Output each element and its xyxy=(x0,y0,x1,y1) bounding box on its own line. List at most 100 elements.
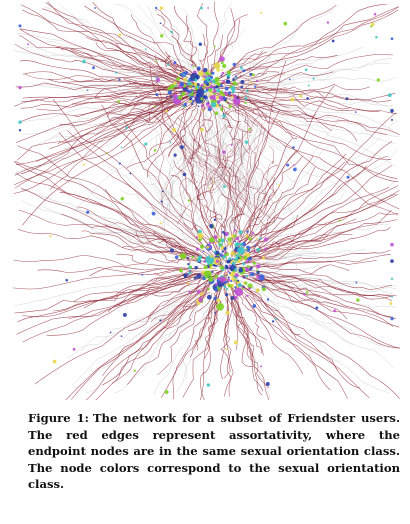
network-node xyxy=(223,247,227,251)
network-node xyxy=(225,348,228,351)
network-node xyxy=(160,200,163,203)
network-node xyxy=(159,222,162,225)
network-node xyxy=(390,242,394,247)
network-node xyxy=(240,85,244,89)
assortative-edge xyxy=(107,282,190,313)
assortative-edge xyxy=(206,115,261,187)
assortative-edge xyxy=(213,208,225,239)
network-node xyxy=(208,105,211,108)
network-node xyxy=(288,78,291,81)
assortative-edge xyxy=(228,293,264,392)
assortative-edge xyxy=(254,277,331,301)
network-node xyxy=(245,234,249,238)
assortative-edge xyxy=(232,234,328,266)
network-node xyxy=(191,83,194,86)
assortative-edge xyxy=(200,278,224,400)
assortative-edge xyxy=(240,260,377,268)
network-node xyxy=(215,86,218,89)
network-node xyxy=(122,312,127,317)
network-node xyxy=(370,25,373,28)
assortative-edge xyxy=(22,269,218,318)
network-node xyxy=(188,271,192,275)
network-node xyxy=(167,90,172,95)
other-edge xyxy=(219,102,279,144)
network-node xyxy=(249,72,253,76)
network-node xyxy=(180,90,182,93)
network-node xyxy=(286,163,290,167)
other-edge xyxy=(153,136,169,226)
network-node xyxy=(194,265,198,270)
other-edge xyxy=(120,189,199,245)
assortative-edge xyxy=(176,133,272,218)
network-node xyxy=(188,290,191,293)
assortative-edge xyxy=(20,89,178,109)
network-node xyxy=(220,61,224,65)
network-node xyxy=(18,128,22,132)
network-node xyxy=(194,258,197,261)
network-node xyxy=(252,73,255,77)
assortative-edge xyxy=(232,280,304,375)
network-node xyxy=(27,43,30,46)
assortative-edge xyxy=(223,92,240,254)
network-node xyxy=(225,310,230,315)
network-node xyxy=(315,306,319,310)
network-node xyxy=(252,261,256,265)
network-node xyxy=(216,302,225,311)
network-node xyxy=(189,99,193,103)
network-node xyxy=(174,255,179,260)
network-node xyxy=(159,6,164,10)
other-edge xyxy=(87,9,191,68)
network-node xyxy=(155,60,158,63)
assortative-edge xyxy=(233,294,262,354)
network-node xyxy=(179,252,187,260)
network-node xyxy=(207,288,210,291)
network-node xyxy=(260,11,263,14)
network-node xyxy=(391,295,393,298)
network-node xyxy=(193,276,197,280)
assortative-edge xyxy=(22,274,210,343)
network-node xyxy=(182,172,187,177)
network-node xyxy=(255,79,258,82)
network-node xyxy=(242,262,246,266)
assortative-edge xyxy=(164,270,223,329)
network-node xyxy=(183,106,186,108)
network-node xyxy=(217,95,219,98)
assortative-edge xyxy=(211,6,399,84)
network-node xyxy=(183,73,186,76)
assortative-edge xyxy=(241,153,347,250)
assortative-edge xyxy=(210,3,388,84)
network-node xyxy=(237,283,242,288)
other-edge xyxy=(226,252,323,268)
network-node xyxy=(176,96,179,99)
assortative-edge xyxy=(115,42,189,79)
assortative-edge xyxy=(161,281,222,398)
assortative-edge xyxy=(95,42,197,85)
network-node xyxy=(155,76,157,79)
network-node xyxy=(220,74,223,77)
assortative-edge xyxy=(234,127,266,208)
assortative-edge xyxy=(238,270,397,297)
network-node xyxy=(253,250,256,253)
assortative-edge xyxy=(85,287,210,400)
network-node xyxy=(227,237,232,242)
network-node xyxy=(219,90,224,95)
network-node xyxy=(232,97,241,106)
other-edge xyxy=(161,118,188,232)
network-node xyxy=(72,347,76,351)
assortative-edge xyxy=(92,2,198,80)
assortative-edge xyxy=(83,278,192,309)
network-node xyxy=(207,7,209,9)
network-node xyxy=(179,82,185,87)
assortative-edge xyxy=(116,253,192,264)
network-node xyxy=(82,59,86,64)
network-node xyxy=(235,279,238,282)
assortative-edge xyxy=(233,279,370,399)
assortative-edge xyxy=(207,71,334,88)
other-edge xyxy=(137,5,202,81)
network-node xyxy=(245,247,248,250)
assortative-edge xyxy=(20,4,179,77)
assortative-edge xyxy=(217,87,325,98)
assortative-edge xyxy=(152,114,236,190)
network-node xyxy=(220,107,224,111)
assortative-edge xyxy=(250,273,394,318)
